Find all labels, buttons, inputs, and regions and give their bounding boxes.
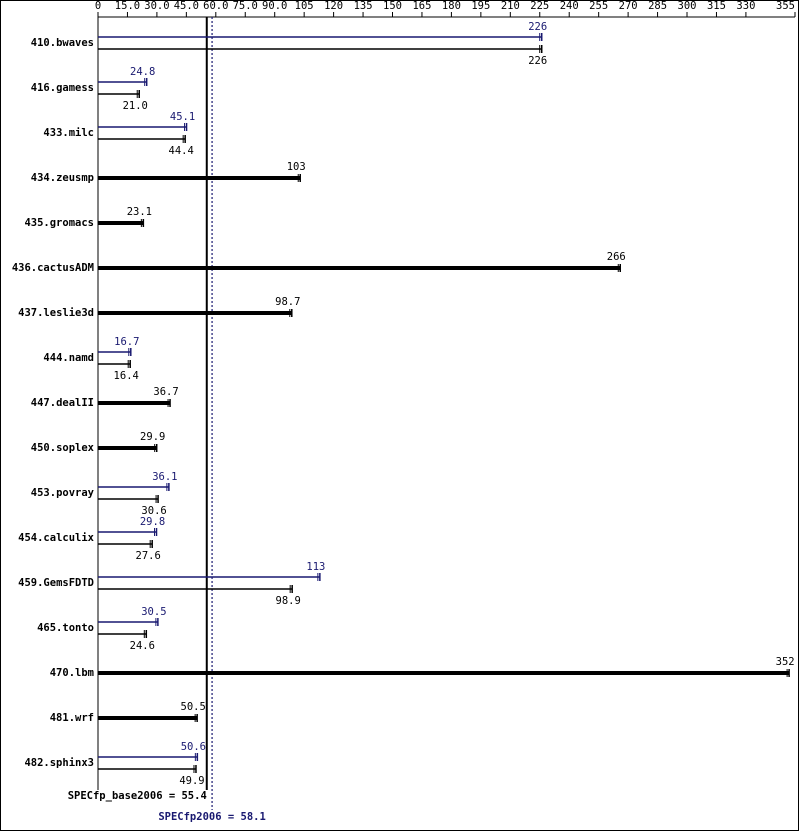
category-label: 482.sphinx3 bbox=[24, 757, 94, 769]
category-label: 444.namd bbox=[43, 352, 94, 364]
x-tick-label: 45.0 bbox=[174, 0, 199, 12]
value-label: 98.9 bbox=[276, 595, 301, 607]
value-label: 226 bbox=[528, 21, 547, 33]
value-label: 24.6 bbox=[130, 640, 155, 652]
category-label: 433.milc bbox=[43, 127, 94, 139]
value-label: 98.7 bbox=[275, 296, 300, 308]
x-tick-label: 90.0 bbox=[262, 0, 287, 12]
category-label: 436.cactusADM bbox=[12, 262, 94, 274]
value-label: 36.1 bbox=[152, 471, 177, 483]
x-tick-label: 225 bbox=[530, 0, 549, 12]
category-label: 416.gamess bbox=[31, 82, 94, 94]
category-label: 410.bwaves bbox=[31, 37, 94, 49]
x-tick-label: 300 bbox=[678, 0, 697, 12]
value-label: 16.7 bbox=[114, 336, 139, 348]
x-tick-label: 255 bbox=[589, 0, 608, 12]
value-label: 226 bbox=[528, 55, 547, 67]
category-label: 459.GemsFDTD bbox=[18, 577, 94, 589]
x-tick-label: 120 bbox=[324, 0, 343, 12]
x-tick-label: 180 bbox=[442, 0, 461, 12]
value-label: 45.1 bbox=[170, 111, 195, 123]
value-label: 30.6 bbox=[141, 505, 166, 517]
x-tick-label: 195 bbox=[471, 0, 490, 12]
category-label: 481.wrf bbox=[50, 712, 94, 724]
value-label: 29.9 bbox=[140, 431, 165, 443]
x-tick-label: 75.0 bbox=[233, 0, 258, 12]
summary-label: SPECfp2006 = 58.1 bbox=[158, 811, 265, 823]
category-label: 470.lbm bbox=[50, 667, 94, 679]
x-tick-label: 355 bbox=[776, 0, 795, 12]
x-tick-label: 150 bbox=[383, 0, 402, 12]
x-tick-label: 210 bbox=[501, 0, 520, 12]
x-tick-label: 0 bbox=[95, 0, 101, 12]
category-label: 434.zeusmp bbox=[31, 172, 94, 184]
value-label: 50.6 bbox=[181, 741, 206, 753]
category-label: 447.dealII bbox=[31, 397, 94, 409]
category-label: 453.povray bbox=[31, 487, 95, 499]
value-label: 23.1 bbox=[127, 206, 152, 218]
value-label: 29.8 bbox=[140, 516, 165, 528]
category-label: 450.soplex bbox=[31, 442, 95, 454]
category-label: 437.leslie3d bbox=[18, 307, 94, 319]
value-label: 27.6 bbox=[136, 550, 161, 562]
category-label: 465.tonto bbox=[37, 622, 94, 634]
value-label: 49.9 bbox=[179, 775, 204, 787]
value-label: 266 bbox=[607, 251, 626, 263]
x-tick-label: 60.0 bbox=[203, 0, 228, 12]
x-tick-label: 240 bbox=[560, 0, 579, 12]
x-tick-label: 315 bbox=[707, 0, 726, 12]
value-label: 36.7 bbox=[153, 386, 178, 398]
value-label: 24.8 bbox=[130, 66, 155, 78]
x-tick-label: 30.0 bbox=[144, 0, 169, 12]
value-label: 21.0 bbox=[123, 100, 148, 112]
value-label: 44.4 bbox=[169, 145, 194, 157]
value-label: 113 bbox=[306, 561, 325, 573]
value-label: 103 bbox=[287, 161, 306, 173]
value-label: 352 bbox=[776, 656, 795, 668]
x-tick-label: 285 bbox=[648, 0, 667, 12]
x-tick-label: 15.0 bbox=[115, 0, 140, 12]
category-label: 435.gromacs bbox=[24, 217, 94, 229]
x-tick-label: 165 bbox=[412, 0, 431, 12]
x-tick-label: 270 bbox=[619, 0, 638, 12]
value-label: 30.5 bbox=[141, 606, 166, 618]
value-label: 16.4 bbox=[114, 370, 139, 382]
category-label: 454.calculix bbox=[18, 532, 95, 544]
summary-label: SPECfp_base2006 = 55.4 bbox=[68, 790, 207, 802]
x-tick-label: 135 bbox=[354, 0, 373, 12]
x-tick-label: 330 bbox=[736, 0, 755, 12]
x-tick-label: 105 bbox=[295, 0, 314, 12]
value-label: 50.5 bbox=[181, 701, 206, 713]
